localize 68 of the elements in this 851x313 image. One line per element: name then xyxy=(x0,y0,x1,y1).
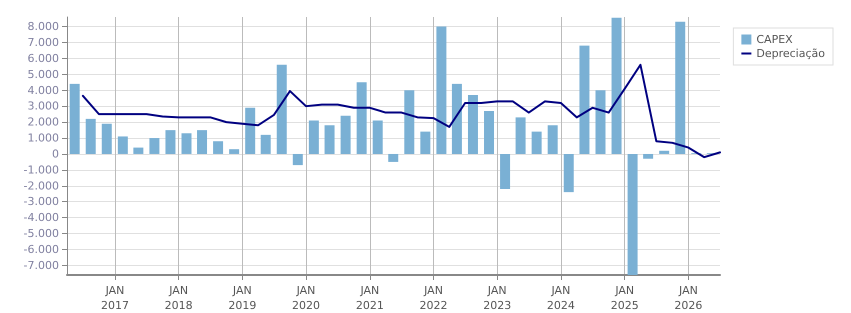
bar xyxy=(420,132,430,154)
x-tick-label: JAN 2022 xyxy=(420,284,448,312)
bar xyxy=(436,26,446,154)
y-tick-label: 2.000 xyxy=(28,116,59,129)
bar xyxy=(165,130,176,154)
x-tick-label: JAN 2023 xyxy=(483,284,512,312)
x-tick-label: JAN 2018 xyxy=(164,284,193,312)
bar xyxy=(229,149,240,154)
bar xyxy=(628,154,638,275)
y-tick-label: 3.000 xyxy=(28,100,59,113)
bar xyxy=(197,130,208,154)
y-tick-label: -4.000 xyxy=(24,211,59,224)
bar xyxy=(133,148,144,154)
bar xyxy=(532,132,542,154)
y-tick-label: 7.000 xyxy=(28,36,59,49)
legend-label: Depreciação xyxy=(756,47,826,60)
bar xyxy=(500,154,510,189)
bar xyxy=(675,22,686,154)
bar xyxy=(516,117,526,154)
y-tick-label: 8.000 xyxy=(28,20,59,34)
x-tick-label: JAN 2020 xyxy=(292,284,320,312)
bar xyxy=(452,84,462,154)
legend-label: CAPEX xyxy=(756,33,794,46)
line-series xyxy=(82,64,721,158)
bar xyxy=(340,116,351,154)
bar xyxy=(70,84,80,154)
x-tick-label: JAN 2017 xyxy=(100,284,129,312)
y-tick-label: 0 xyxy=(52,147,59,160)
bar xyxy=(388,154,398,162)
bar xyxy=(659,150,670,154)
y-tick-label: -6.000 xyxy=(24,243,59,256)
bar xyxy=(468,95,478,154)
bar xyxy=(548,125,558,154)
y-tick-label: 5.000 xyxy=(28,68,59,81)
bar xyxy=(372,120,383,154)
bar xyxy=(86,118,96,154)
bar xyxy=(484,110,494,154)
bar xyxy=(308,120,319,154)
x-tick-label: JAN 2026 xyxy=(674,284,702,312)
y-tick-label: -1.000 xyxy=(24,163,59,176)
y-tick-label: -3.000 xyxy=(24,195,59,208)
bar xyxy=(182,133,192,154)
bar xyxy=(404,90,414,154)
y-tick-label: -5.000 xyxy=(24,227,59,240)
bar xyxy=(292,154,303,166)
bar xyxy=(276,64,287,154)
bar xyxy=(595,90,606,154)
bar xyxy=(102,124,112,154)
bar xyxy=(260,134,271,154)
y-tick-label: 1.000 xyxy=(28,132,59,145)
bar xyxy=(579,46,590,154)
bar xyxy=(118,136,128,154)
bar xyxy=(612,18,622,154)
bar xyxy=(213,141,224,154)
x-tick-label: JAN 2025 xyxy=(610,284,639,312)
y-tick-label: -7.000 xyxy=(24,258,59,272)
x-tick-label: JAN 2021 xyxy=(356,284,384,312)
bar xyxy=(245,108,256,154)
bar xyxy=(324,125,335,154)
bar xyxy=(564,154,574,192)
y-tick-label: 4.000 xyxy=(28,84,59,97)
y-tick-label: 6.000 xyxy=(28,52,59,65)
x-tick-label: JAN 2019 xyxy=(228,284,256,312)
bar xyxy=(643,154,654,159)
y-tick-label: -2.000 xyxy=(24,179,59,192)
bar xyxy=(356,82,367,154)
bar xyxy=(149,138,160,154)
x-tick-label: JAN 2024 xyxy=(546,284,575,312)
